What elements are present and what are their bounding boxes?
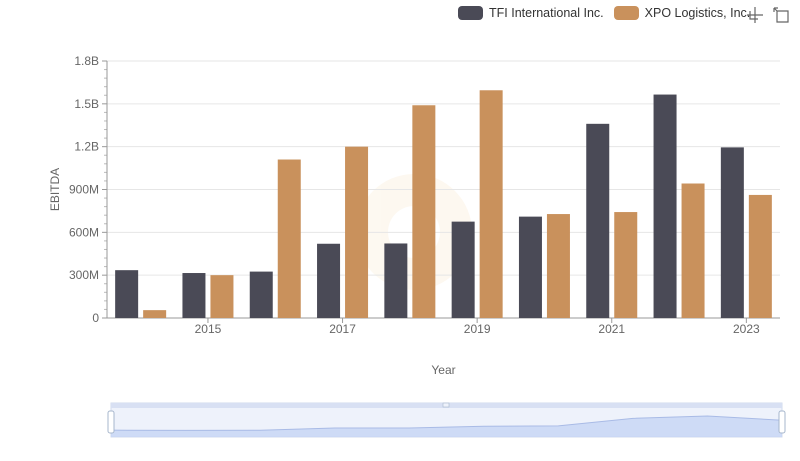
- x-tick-label: 2017: [329, 322, 356, 336]
- legend-item-1[interactable]: XPO Logistics, Inc.: [613, 6, 751, 20]
- bar-0-2014[interactable]: [115, 270, 139, 318]
- slider-handle-left[interactable]: [107, 410, 115, 434]
- y-tick-label: 600M: [69, 225, 99, 239]
- bar-1-2015[interactable]: [210, 275, 234, 318]
- y-tick-label: 1.2B: [74, 140, 99, 154]
- y-tick-label: 900M: [69, 183, 99, 197]
- bar-0-2021[interactable]: [586, 123, 610, 318]
- slider-handle-right[interactable]: [778, 410, 786, 434]
- bar-1-2021[interactable]: [614, 212, 638, 318]
- legend-item-0[interactable]: TFI International Inc.: [458, 6, 604, 20]
- bar-0-2019[interactable]: [451, 221, 475, 318]
- y-tick-label: 300M: [69, 268, 99, 282]
- bar-1-2022[interactable]: [681, 183, 705, 318]
- x-tick-label: 2023: [733, 322, 760, 336]
- bar-1-2020[interactable]: [546, 214, 570, 318]
- slider-line: [110, 415, 783, 431]
- x-tick-label: 2021: [598, 322, 625, 336]
- bar-0-2017[interactable]: [317, 243, 341, 318]
- legend-label: XPO Logistics, Inc.: [644, 6, 751, 20]
- bar-0-2015[interactable]: [182, 273, 206, 318]
- y-tick-label: 1.8B: [74, 54, 99, 68]
- bar-1-2016[interactable]: [277, 159, 301, 318]
- data-zoom-slider[interactable]: [107, 402, 786, 438]
- legend: TFI International Inc. XPO Logistics, Inc…: [458, 4, 750, 22]
- zoom-icon[interactable]: [746, 6, 764, 24]
- y-tick-label: 0: [92, 311, 99, 325]
- bar-1-2019[interactable]: [479, 90, 503, 319]
- bar-0-2020[interactable]: [518, 216, 542, 318]
- bar-0-2018[interactable]: [384, 243, 408, 318]
- legend-label: TFI International Inc.: [489, 6, 604, 20]
- x-tick-label: 2015: [195, 322, 222, 336]
- bar-0-2022[interactable]: [653, 94, 677, 318]
- bar-1-2018[interactable]: [412, 105, 436, 318]
- bar-0-2023[interactable]: [720, 147, 744, 318]
- slider-move-handle[interactable]: [442, 402, 450, 408]
- y-tick-label: 1.5B: [74, 97, 99, 111]
- bar-1-2017[interactable]: [345, 146, 369, 318]
- restore-icon[interactable]: [773, 6, 791, 24]
- bar-0-2016[interactable]: [249, 271, 273, 318]
- legend-swatch: [613, 6, 639, 20]
- bar-1-2023[interactable]: [748, 194, 772, 318]
- legend-swatch: [458, 6, 483, 20]
- x-tick-label: 2019: [464, 322, 491, 336]
- slider-area: [111, 416, 782, 437]
- y-axis-title: EBITDA: [48, 168, 62, 211]
- x-axis-title: Year: [431, 363, 455, 377]
- bar-1-2014[interactable]: [143, 310, 167, 318]
